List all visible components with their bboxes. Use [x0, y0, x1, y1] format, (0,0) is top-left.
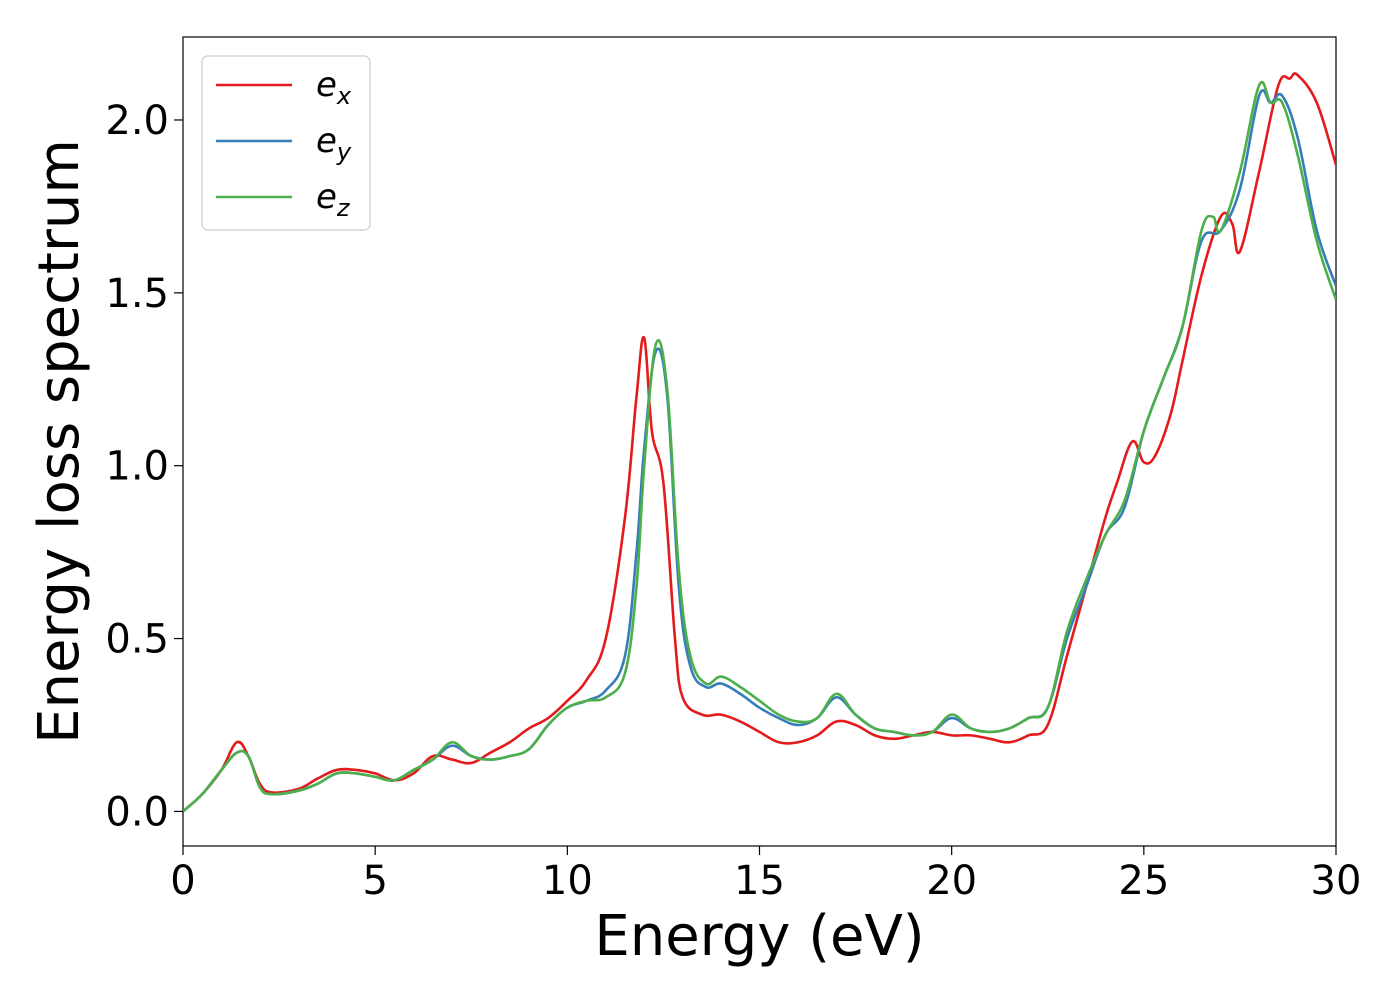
- x-axis: 0 5 10 15 20 25 30: [170, 846, 1361, 904]
- y-tick-label: 0.0: [105, 789, 169, 835]
- x-tick-label: 20: [926, 858, 977, 904]
- y-tick-label: 2.0: [105, 98, 169, 144]
- x-tick-label: 10: [542, 858, 593, 904]
- y-axis-title: Energy loss spectrum: [27, 139, 92, 744]
- y-tick-label: 1.5: [105, 271, 169, 317]
- legend-frame: [201, 55, 371, 231]
- series-layer: [183, 72, 1336, 813]
- x-axis-title: Energy (eV): [594, 904, 924, 969]
- x-tick-label: 25: [1118, 858, 1169, 904]
- x-tick-label: 30: [1311, 858, 1362, 904]
- x-tick-label: 15: [734, 858, 785, 904]
- x-tick-label: 5: [362, 858, 387, 904]
- series-line-ez: [183, 81, 1336, 813]
- plot-area: 0 5 10 15 20 25 30 0.0 0.5 1.0 1.5 2.0: [105, 36, 1361, 904]
- legend-label: ex: [316, 65, 352, 110]
- y-tick-label: 1.0: [105, 444, 169, 490]
- y-tick-label: 0.5: [105, 617, 169, 663]
- y-axis: 0.0 0.5 1.0 1.5 2.0: [105, 98, 183, 835]
- x-tick-label: 0: [170, 858, 195, 904]
